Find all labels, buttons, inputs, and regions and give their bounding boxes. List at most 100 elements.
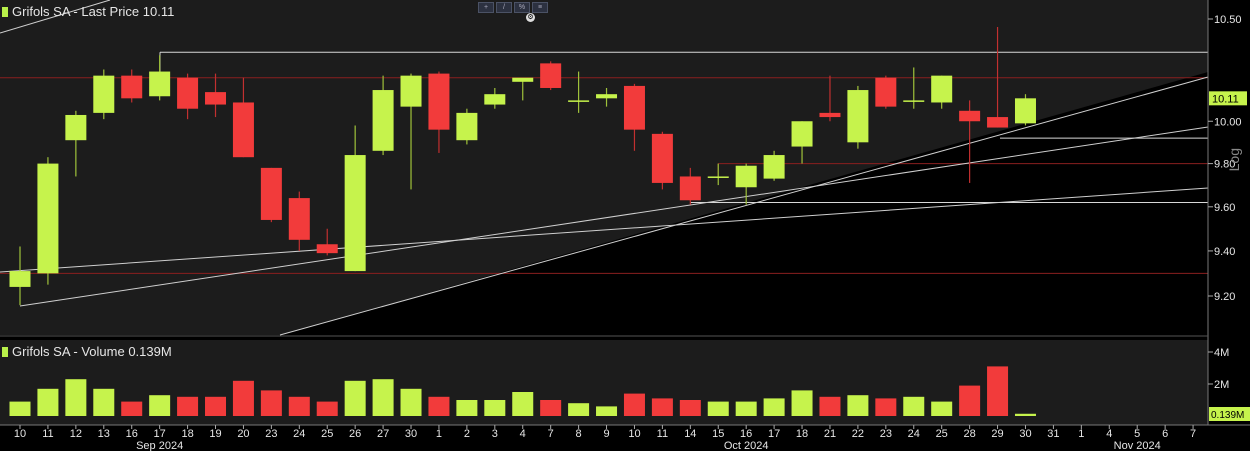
candle [1014,94,1036,126]
volume-legend-swatch [2,346,8,357]
volume-bar [149,395,171,416]
chart-toolbar: + / % ≡ [478,2,548,13]
volume-tick-label: 2M [1214,379,1229,391]
volume-bar [847,395,869,416]
volume-bar [288,396,310,416]
x-tick-label: 14 [684,428,696,440]
volume-bar [596,406,618,416]
price-legend-label: Grifols SA - Last Price 10.11 [12,4,175,19]
volume-bar [428,396,450,416]
x-tick-label: 19 [209,428,221,440]
log-scale-label: Log [1226,148,1242,172]
x-tick-label: 30 [405,428,417,440]
price-legend: Grifols SA - Last Price 10.11 [2,4,174,19]
volume-bar [959,385,981,416]
x-tick-label: 6 [1162,428,1168,440]
x-tick-label: 23 [265,428,277,440]
volume-bar [372,379,394,416]
volume-bar [791,390,813,416]
candle [568,71,590,113]
volume-bar [512,392,534,416]
x-tick-label: 18 [181,428,193,440]
candle [316,228,338,256]
volume-bar [37,388,59,416]
x-tick-label: 24 [293,428,305,440]
gear-icon[interactable]: ⚙ [526,13,535,22]
price-legend-swatch [2,6,8,17]
x-tick-label: 4 [1106,428,1112,440]
x-tick-label: 15 [712,428,724,440]
candle [651,131,673,190]
candle [344,125,366,272]
x-tick-label: 1 [436,428,442,440]
last-price-label: 10.11 [1212,93,1239,105]
volume-tick-label: 4M [1214,347,1229,359]
y-tick-label: 9.80 [1214,159,1235,171]
volume-bar [651,398,673,416]
volume-bar [9,401,31,416]
candle [679,167,701,205]
volume-bar [484,400,506,416]
candle [735,163,757,205]
trendline [19,126,1209,307]
volume-bar [931,401,953,416]
settings-icon[interactable]: ≡ [532,2,548,13]
candle [149,55,171,101]
candle [707,163,729,186]
volume-bar [707,401,729,416]
candle [623,83,645,151]
candle [93,69,115,120]
x-tick-label: 16 [126,428,138,440]
x-tick-label: 31 [1047,428,1059,440]
month-label: Sep 2024 [136,440,183,451]
x-tick-label: 12 [70,428,82,440]
volume-bar [540,400,562,416]
x-tick-label: 13 [98,428,110,440]
volume-bar [400,388,422,416]
volume-bar [232,380,254,416]
volume-bar [316,401,338,416]
y-tick-label: 9.20 [1214,291,1235,303]
x-tick-label: 4 [520,428,526,440]
volume-bar [1014,413,1036,416]
x-tick-label: 9 [603,428,609,440]
x-tick-label: 2 [464,428,470,440]
x-tick-label: 26 [349,428,361,440]
volume-bar [987,366,1009,416]
volume-bar [456,400,478,416]
x-tick-label: 1 [1078,428,1084,440]
x-tick-label: 21 [824,428,836,440]
candle [540,61,562,91]
x-tick-label: 30 [1019,428,1031,440]
candle [931,75,953,109]
candle [65,110,87,177]
x-tick-label: 10 [14,428,26,440]
x-tick-label: 20 [237,428,249,440]
trendline [0,0,111,34]
x-tick-label: 7 [548,428,554,440]
candle [819,75,841,122]
candle [959,100,981,183]
candle [596,87,618,107]
candle [9,246,31,306]
candle [232,77,254,158]
volume-bar [568,403,590,416]
x-tick-label: 11 [657,428,668,440]
volume-bar [205,396,227,416]
x-tick-label: 22 [852,428,864,440]
candle [456,108,478,145]
crosshair-icon[interactable]: + [478,2,494,13]
draw-icon[interactable]: / [496,2,512,13]
candle [177,73,199,120]
volume-bar [903,396,925,416]
zoom-icon[interactable]: % [514,2,530,13]
candle [512,77,534,101]
x-tick-label: 8 [576,428,582,440]
y-tick-label: 10.00 [1214,116,1242,128]
trendline [0,187,1209,273]
x-tick-label: 23 [880,428,892,440]
candle [791,121,813,164]
y-tick-label: 9.40 [1214,246,1235,258]
candle [260,167,282,223]
